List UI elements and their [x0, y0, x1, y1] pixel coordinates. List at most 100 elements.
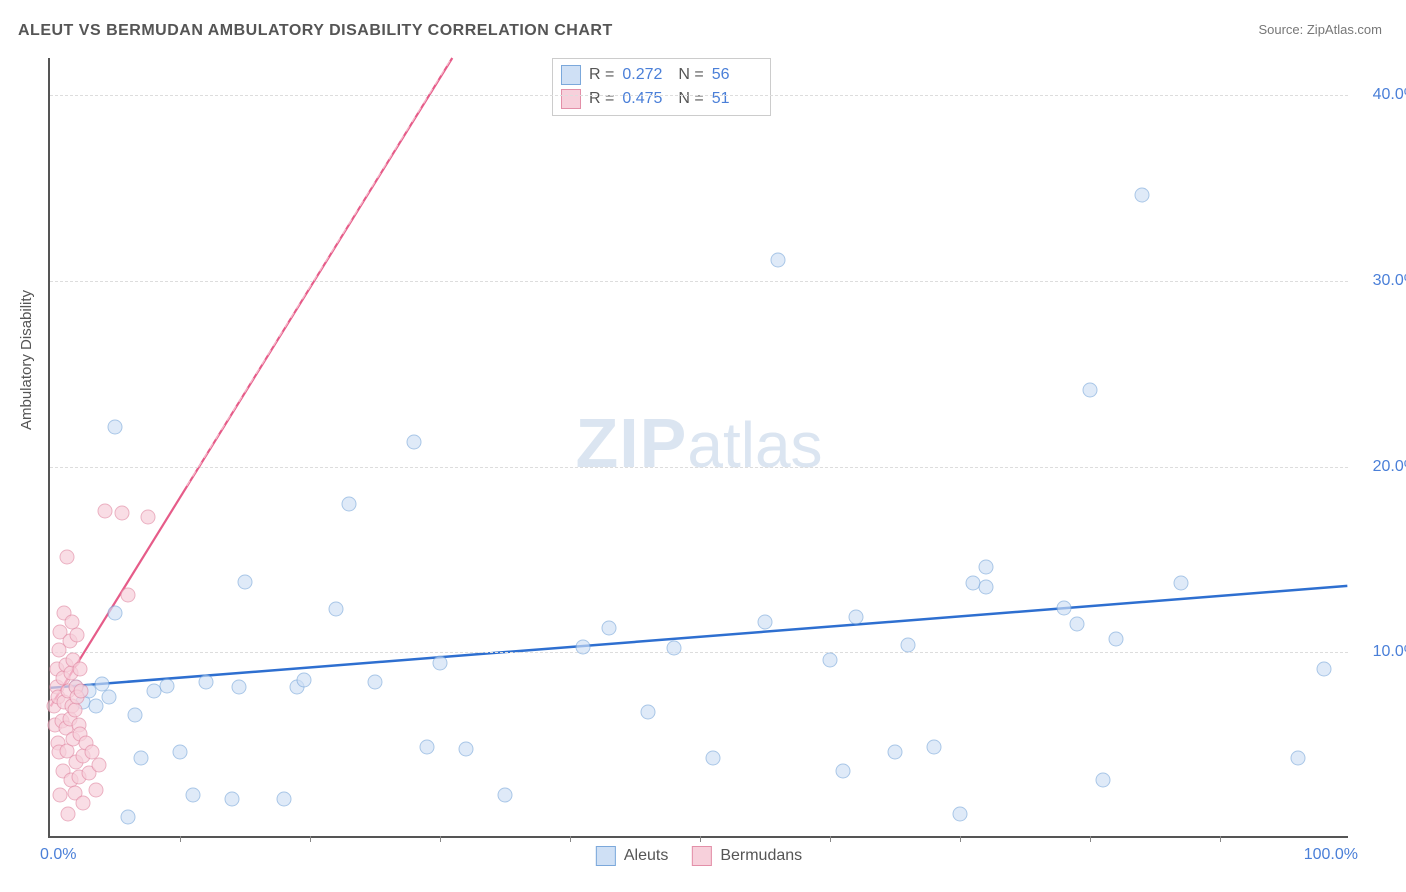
scatter-point — [1083, 383, 1098, 398]
legend-swatch — [596, 846, 616, 866]
trend-line — [187, 58, 452, 486]
r-value: 0.272 — [622, 63, 670, 87]
n-label: N = — [678, 87, 703, 111]
trend-line — [51, 586, 1348, 688]
scatter-point — [1174, 576, 1189, 591]
scatter-point — [108, 420, 123, 435]
scatter-point — [72, 661, 87, 676]
legend-item: Bermudans — [692, 846, 802, 866]
scatter-point — [231, 680, 246, 695]
scatter-point — [849, 609, 864, 624]
scatter-point — [97, 504, 112, 519]
scatter-point — [88, 782, 103, 797]
y-tick-label: 40.0% — [1373, 86, 1406, 104]
scatter-point — [979, 580, 994, 595]
scatter-point — [140, 509, 155, 524]
scatter-point — [121, 587, 136, 602]
x-tick — [830, 836, 831, 842]
scatter-point — [1291, 751, 1306, 766]
y-tick-label: 20.0% — [1373, 458, 1406, 476]
y-tick-label: 10.0% — [1373, 643, 1406, 661]
scatter-point — [1057, 600, 1072, 615]
scatter-point — [53, 788, 68, 803]
series-legend: Aleuts Bermudans — [596, 846, 802, 866]
legend-swatch — [561, 89, 581, 109]
scatter-point — [296, 673, 311, 688]
scatter-point — [433, 656, 448, 671]
y-tick-label: 30.0% — [1373, 272, 1406, 290]
x-tick — [700, 836, 701, 842]
scatter-point — [329, 602, 344, 617]
scatter-point — [1317, 661, 1332, 676]
plot-area: ZIPatlas R =0.272N =56R =0.475N =51 Aleu… — [48, 58, 1348, 838]
x-tick — [180, 836, 181, 842]
scatter-point — [368, 674, 383, 689]
y-axis-title: Ambulatory Disability — [18, 290, 35, 430]
r-label: R = — [589, 87, 614, 111]
scatter-point — [420, 739, 435, 754]
scatter-point — [836, 764, 851, 779]
scatter-point — [823, 652, 838, 667]
scatter-point — [101, 689, 116, 704]
n-value: 56 — [712, 63, 760, 87]
source-attribution: Source: ZipAtlas.com — [1258, 22, 1382, 37]
scatter-point — [67, 702, 82, 717]
scatter-point — [114, 505, 129, 520]
scatter-point — [771, 253, 786, 268]
scatter-point — [953, 806, 968, 821]
legend-item: Aleuts — [596, 846, 668, 866]
scatter-point — [667, 641, 682, 656]
scatter-point — [61, 806, 76, 821]
x-tick — [310, 836, 311, 842]
scatter-point — [498, 788, 513, 803]
scatter-point — [108, 606, 123, 621]
x-tick — [1090, 836, 1091, 842]
legend-swatch — [692, 846, 712, 866]
stats-legend: R =0.272N =56R =0.475N =51 — [552, 58, 771, 116]
source-link[interactable]: ZipAtlas.com — [1307, 22, 1382, 37]
scatter-point — [173, 745, 188, 760]
x-tick — [570, 836, 571, 842]
stats-legend-row: R =0.475N =51 — [561, 87, 760, 111]
gridline-horizontal — [50, 95, 1348, 96]
x-tick — [440, 836, 441, 842]
scatter-point — [459, 741, 474, 756]
x-axis-min-label: 0.0% — [40, 846, 76, 864]
stats-legend-row: R =0.272N =56 — [561, 63, 760, 87]
scatter-point — [92, 758, 107, 773]
legend-label: Aleuts — [624, 847, 668, 865]
scatter-point — [888, 745, 903, 760]
x-axis-max-label: 100.0% — [1304, 846, 1358, 864]
watermark: ZIPatlas — [575, 403, 822, 483]
scatter-point — [134, 751, 149, 766]
scatter-point — [59, 550, 74, 565]
scatter-point — [1070, 617, 1085, 632]
scatter-point — [127, 708, 142, 723]
scatter-point — [1109, 632, 1124, 647]
scatter-point — [706, 751, 721, 766]
scatter-point — [74, 684, 89, 699]
n-value: 51 — [712, 87, 760, 111]
chart-title: ALEUT VS BERMUDAN AMBULATORY DISABILITY … — [18, 22, 613, 40]
scatter-point — [277, 791, 292, 806]
scatter-point — [199, 674, 214, 689]
gridline-horizontal — [50, 281, 1348, 282]
scatter-point — [758, 615, 773, 630]
x-tick — [960, 836, 961, 842]
scatter-point — [576, 639, 591, 654]
scatter-point — [186, 788, 201, 803]
scatter-point — [602, 621, 617, 636]
scatter-point — [88, 699, 103, 714]
scatter-point — [641, 704, 656, 719]
gridline-horizontal — [50, 652, 1348, 653]
scatter-point — [75, 795, 90, 810]
scatter-point — [1096, 773, 1111, 788]
source-prefix: Source: — [1258, 22, 1306, 37]
scatter-point — [979, 559, 994, 574]
scatter-point — [238, 574, 253, 589]
x-tick — [1220, 836, 1221, 842]
scatter-point — [927, 739, 942, 754]
watermark-light: atlas — [687, 409, 822, 481]
legend-swatch — [561, 65, 581, 85]
scatter-point — [160, 678, 175, 693]
